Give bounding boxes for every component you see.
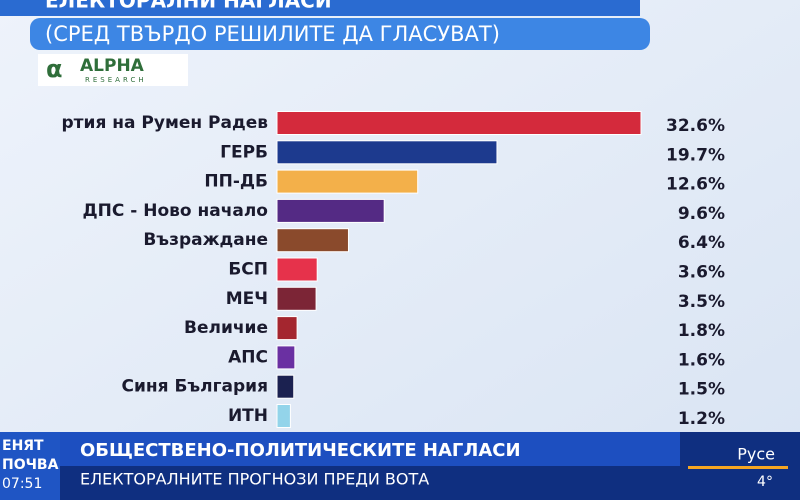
logo-box	[38, 54, 188, 86]
bar	[276, 228, 349, 253]
temperature: 4°	[757, 474, 773, 490]
category-label: ПП-ДБ	[204, 172, 268, 192]
chart-subtitle: (СРЕД ТВЪРДО РЕШИЛИТЕ ДА ГЛАСУВАТ)	[45, 22, 500, 46]
bar	[276, 198, 385, 223]
category-label: Синя България	[121, 377, 268, 397]
show-box	[0, 432, 60, 500]
category-label: ДПС - Ново начало	[83, 201, 269, 221]
bar	[276, 169, 419, 194]
logo-mark: α	[46, 55, 63, 83]
value-label: 3.5%	[678, 292, 725, 312]
category-label: БСП	[228, 260, 268, 280]
bar	[276, 257, 318, 282]
bar	[276, 404, 291, 428]
bar	[276, 374, 295, 399]
headline: ОБЩЕСТВЕНО-ПОЛИТИЧЕСКИТЕ НАГЛАСИ	[80, 440, 521, 461]
bar	[276, 140, 498, 165]
category-label: АПС	[228, 347, 268, 367]
show-name: ПОЧВА	[2, 457, 59, 473]
category-label: ГЕРБ	[220, 142, 268, 162]
value-label: 3.6%	[678, 263, 725, 283]
value-label: 12.6%	[666, 175, 725, 195]
subtitle-band	[30, 18, 650, 50]
logo-name: ALPHA	[80, 56, 145, 76]
category-label: ртия на Румен Радев	[62, 113, 269, 133]
weather-line	[688, 466, 788, 469]
value-label: 1.8%	[678, 321, 725, 341]
bar-chart: ртия на Румен Радев 32.6% ГЕРБ 19.7% ПП-ДБ 12…	[62, 111, 725, 429]
chart-title: ЕЛЕКТОРАЛНИ НАГЛАСИ	[45, 0, 332, 13]
category-label: ИТН	[228, 406, 268, 426]
title-band	[0, 0, 640, 16]
value-label: 6.4%	[678, 233, 725, 253]
category-label: МЕЧ	[226, 289, 268, 309]
logo-sub: RESEARCH	[85, 76, 147, 84]
value-label: 9.6%	[678, 204, 725, 224]
value-label: 19.7%	[666, 145, 725, 165]
bar	[276, 111, 642, 135]
show-name: ЕНЯТ	[2, 438, 44, 454]
value-label: 1.2%	[678, 409, 725, 429]
subline: ЕЛЕКТОРАЛНИТЕ ПРОГНОЗИ ПРЕДИ ВОТА	[80, 470, 429, 489]
value-label: 1.5%	[678, 380, 725, 400]
headline-band	[60, 432, 680, 466]
value-label: 32.6%	[666, 116, 725, 136]
category-label: Величие	[184, 318, 268, 338]
city: Русе	[737, 445, 775, 464]
bar	[276, 286, 317, 311]
bar	[276, 345, 296, 370]
bar	[276, 316, 298, 341]
category-label: Възраждане	[143, 230, 268, 250]
value-label: 1.6%	[678, 350, 725, 370]
clock: 07:51	[2, 476, 42, 492]
